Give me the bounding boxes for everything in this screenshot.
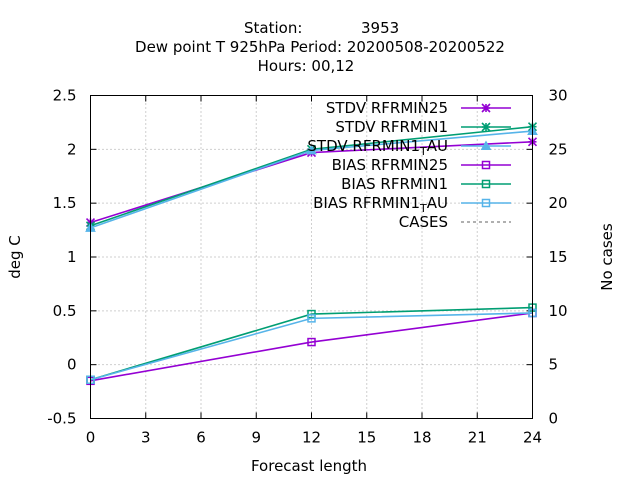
- y-tick-label: 0.5: [53, 302, 77, 320]
- y-axis-title: deg C: [6, 235, 24, 279]
- x-tick-label: 3: [141, 429, 151, 447]
- data-point: [307, 309, 316, 319]
- y-tick-label: -0.5: [47, 410, 76, 428]
- legend-item: STDV RFRMIN25: [326, 99, 511, 117]
- series-line: [90, 312, 533, 381]
- x-axis-title: Forecast length: [251, 457, 367, 475]
- x-tick-label: 24: [523, 429, 542, 447]
- x-tick-label: 0: [86, 429, 96, 447]
- legend-label: STDV RFRMIN1: [335, 118, 448, 136]
- x-tick-label: 15: [357, 429, 376, 447]
- x-tick-label: 6: [196, 429, 206, 447]
- series-line: [90, 312, 533, 382]
- y2-tick-label: 30: [549, 87, 568, 105]
- y-tick-label: 1.5: [53, 194, 77, 212]
- chart-title-station-value: 3953: [361, 19, 399, 37]
- chart-title-line3: Hours: 00,12: [258, 57, 355, 75]
- y2-tick-label: 0: [549, 410, 559, 428]
- legend-label: BIAS RFRMIN25: [332, 156, 448, 174]
- y2-tick-label: 5: [549, 356, 559, 374]
- y-tick-label: 2: [67, 140, 77, 158]
- x-tick-label: 9: [251, 429, 261, 447]
- legend-label: STDV RFRMIN1TAU: [307, 137, 448, 158]
- legend-label: BIAS RFRMIN1TAU: [313, 194, 448, 215]
- x-tick-label: 12: [302, 429, 321, 447]
- y2-tick-label: 15: [549, 248, 568, 266]
- data-point: [306, 144, 317, 155]
- y-tick-label: 0: [67, 356, 77, 374]
- y2-tick-label: 25: [549, 140, 568, 158]
- y-tick-label: 2.5: [53, 87, 77, 105]
- x-tick-label: 18: [412, 429, 431, 447]
- legend-marker: [480, 140, 492, 150]
- x-tick-label: 21: [468, 429, 487, 447]
- y2-tick-label: 20: [549, 194, 568, 212]
- series-line: [90, 306, 533, 381]
- data-point: [307, 314, 316, 323]
- y-tick-label: 1: [67, 248, 77, 266]
- series-bias-rfrmin25: [86, 308, 537, 386]
- y2-axis-title: No cases: [598, 223, 616, 291]
- legend-label: STDV RFRMIN25: [326, 99, 448, 117]
- legend-marker: [481, 160, 491, 170]
- legend-item: STDV RFRMIN1TAU: [307, 137, 511, 158]
- data-point: [307, 337, 316, 347]
- y2-tick-label: 10: [549, 302, 568, 320]
- legend-label: CASES: [399, 213, 448, 231]
- legend-marker: [481, 198, 491, 208]
- legend-item: BIAS RFRMIN25: [332, 156, 511, 174]
- legend-item: CASES: [399, 213, 511, 231]
- legend-marker: [481, 103, 491, 113]
- legend-marker: [481, 179, 491, 189]
- chart-title-line2: Dew point T 925hPa Period: 20200508-2020…: [135, 38, 505, 56]
- legend-item: BIAS RFRMIN1: [341, 175, 511, 193]
- ticks-layer: 0 3 6 9 12 15 18 21 24 -0.5 0 0.5 1 1.5 2 2.5 0 5 10 15 20 25…: [47, 87, 567, 447]
- legend-item: BIAS RFRMIN1TAU: [313, 194, 511, 215]
- legend-label: BIAS RFRMIN1: [341, 175, 448, 193]
- legend-marker: [481, 122, 491, 132]
- plot-frame: [90, 95, 533, 419]
- legend-item: STDV RFRMIN1: [335, 118, 511, 136]
- chart-title-station-label: Station:: [244, 19, 302, 37]
